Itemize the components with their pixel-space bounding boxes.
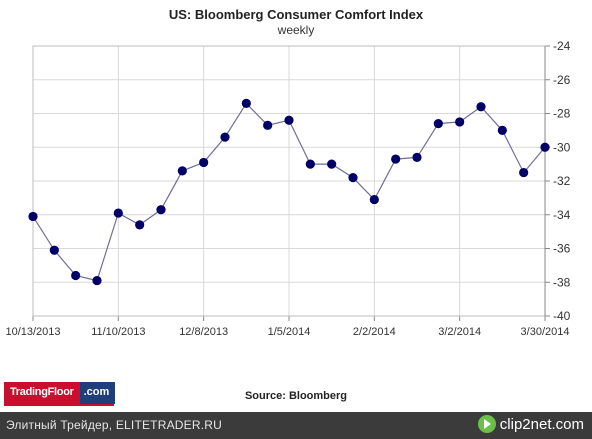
clip2net-icon [477, 415, 496, 433]
data-point [327, 159, 337, 169]
data-point [497, 125, 507, 135]
y-tick-label: -28 [553, 107, 571, 121]
tradingfloor-logo: TradingFloor .com [4, 382, 116, 404]
data-point [177, 166, 187, 176]
x-tick-label: 10/13/2013 [5, 326, 60, 338]
chart-title: US: Bloomberg Consumer Comfort Index [168, 7, 424, 22]
data-point [305, 159, 315, 169]
watermark-left-text: Элитный Трейдер, ELITETRADER.RU [6, 418, 222, 432]
y-tick-label: -30 [553, 140, 571, 154]
data-point [348, 173, 358, 183]
data-point [220, 132, 230, 142]
y-tick-label: -24 [553, 39, 571, 53]
data-point [135, 220, 145, 230]
data-point [156, 205, 166, 215]
data-point [263, 120, 273, 130]
logo-underline [4, 404, 114, 406]
watermark-right-text: clip2net.com [499, 415, 584, 433]
clip2net-watermark: clip2net.com [477, 415, 584, 433]
data-point [92, 275, 102, 286]
data-point [476, 102, 486, 112]
data-point [199, 157, 209, 168]
logo-right-text: .com [79, 382, 116, 404]
x-tick-label: 2/2/2014 [353, 326, 396, 338]
watermark-bar: Элитный Трейдер, ELITETRADER.RU clip2net… [0, 412, 592, 439]
y-tick-label: -36 [553, 242, 571, 256]
x-tick-label: 11/10/2013 [91, 326, 145, 338]
y-tick-label: -40 [553, 309, 571, 323]
x-tick-label: 3/30/2014 [521, 326, 570, 338]
data-point [540, 142, 550, 152]
data-point [519, 167, 529, 178]
data-point [71, 270, 81, 281]
data-point [241, 98, 251, 108]
y-tick-label: -34 [553, 208, 571, 222]
data-point [433, 119, 443, 129]
data-point [412, 152, 422, 162]
data-point [455, 117, 465, 127]
y-tick-label: -38 [553, 275, 571, 289]
data-point [391, 154, 401, 164]
x-tick-label: 12/8/2013 [179, 326, 228, 338]
x-tick-label: 3/2/2014 [438, 326, 481, 338]
data-point [113, 208, 123, 218]
logo-left-text: TradingFloor [4, 382, 80, 404]
x-tick-label: 1/5/2014 [268, 326, 311, 338]
data-point [284, 115, 294, 125]
data-point [28, 211, 38, 222]
data-point [49, 245, 59, 255]
line-chart: -24 -26 -28 -30 -32 -34 -36 -38 -40 10/13/2013 11/… [5, 39, 571, 338]
y-tick-label: -32 [553, 174, 571, 188]
chart-source: Source: Bloomberg [244, 390, 348, 402]
data-point [369, 194, 379, 205]
chart-subtitle: weekly [277, 23, 315, 37]
y-tick-label: -26 [553, 73, 571, 87]
